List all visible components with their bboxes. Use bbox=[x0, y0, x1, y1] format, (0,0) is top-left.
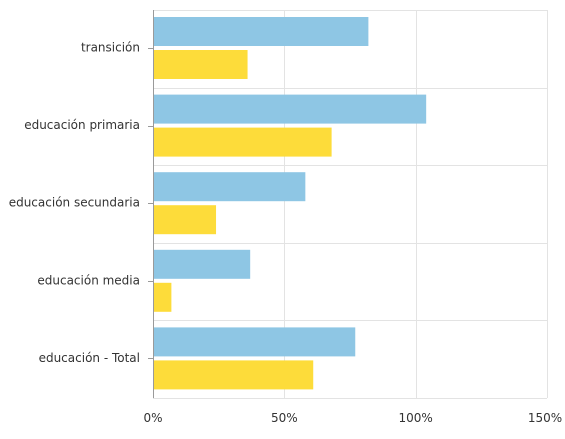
category-label: educación media bbox=[37, 273, 140, 287]
bars bbox=[153, 17, 427, 390]
category-label: educación primaria bbox=[24, 118, 140, 132]
x-tick-label: 0% bbox=[143, 411, 162, 425]
bar-series2-4 bbox=[153, 282, 172, 312]
bar-series2-3 bbox=[153, 205, 217, 235]
bar-series1-2 bbox=[153, 94, 427, 124]
bar-series2-5 bbox=[153, 360, 314, 390]
x-tick-labels: 0% 50% 100% 150% bbox=[143, 411, 562, 425]
bar-series1-5 bbox=[153, 327, 356, 357]
category-label: transición bbox=[81, 41, 140, 55]
bar-series1-3 bbox=[153, 172, 306, 202]
bar-series1-1 bbox=[153, 17, 369, 46]
x-tick-label: 150% bbox=[528, 411, 562, 425]
bar-series2-2 bbox=[153, 127, 332, 157]
category-labels: transición educación primaria educación se… bbox=[9, 41, 153, 365]
bar-series1-4 bbox=[153, 249, 251, 279]
x-tick-label: 100% bbox=[399, 411, 433, 425]
bar-series2-1 bbox=[153, 50, 248, 79]
x-tick-label: 50% bbox=[271, 411, 298, 425]
category-label: educación secundaria bbox=[9, 196, 140, 210]
category-separators bbox=[153, 10, 547, 399]
category-label: educación - Total bbox=[39, 351, 140, 365]
